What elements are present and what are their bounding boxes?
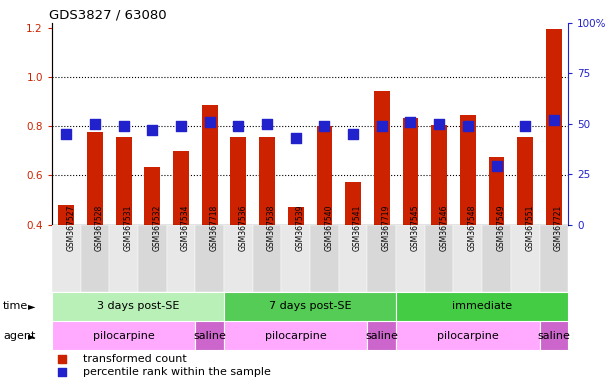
Bar xyxy=(109,225,138,292)
Bar xyxy=(396,292,568,321)
Text: GSM367527: GSM367527 xyxy=(66,205,75,251)
Text: percentile rank within the sample: percentile rank within the sample xyxy=(83,367,271,377)
Bar xyxy=(52,321,196,350)
Bar xyxy=(338,225,367,292)
Bar xyxy=(310,225,338,292)
Point xyxy=(521,123,530,129)
Text: GSM367549: GSM367549 xyxy=(497,205,505,251)
Bar xyxy=(224,225,253,292)
Point xyxy=(320,123,329,129)
Bar xyxy=(52,292,224,321)
Point xyxy=(119,123,128,129)
Text: GSM367528: GSM367528 xyxy=(95,205,104,251)
Point xyxy=(90,121,100,127)
Bar xyxy=(196,321,224,350)
Text: GSM367540: GSM367540 xyxy=(324,205,334,251)
Bar xyxy=(87,132,103,225)
Text: GDS3827 / 63080: GDS3827 / 63080 xyxy=(49,9,167,22)
Bar xyxy=(259,137,275,225)
Point xyxy=(176,123,186,129)
Bar xyxy=(546,29,562,225)
Bar xyxy=(518,137,533,225)
Text: GSM367539: GSM367539 xyxy=(296,205,305,251)
Text: agent: agent xyxy=(3,331,35,341)
Bar xyxy=(52,225,81,292)
Text: GSM367534: GSM367534 xyxy=(181,205,190,251)
Bar xyxy=(81,225,109,292)
Point xyxy=(406,119,415,125)
Bar xyxy=(173,151,189,225)
Text: GSM367532: GSM367532 xyxy=(152,205,161,251)
Text: immediate: immediate xyxy=(452,301,512,311)
Point xyxy=(147,127,157,133)
Bar xyxy=(540,225,568,292)
Text: pilocarpine: pilocarpine xyxy=(437,331,499,341)
Bar xyxy=(144,167,160,225)
Point xyxy=(233,123,243,129)
Bar xyxy=(138,225,167,292)
Text: 3 days post-SE: 3 days post-SE xyxy=(97,301,179,311)
Point xyxy=(549,117,559,123)
Bar xyxy=(425,225,453,292)
Text: saline: saline xyxy=(365,331,398,341)
Point xyxy=(57,356,67,362)
Bar xyxy=(511,225,540,292)
Bar xyxy=(345,182,361,225)
Point xyxy=(205,119,214,125)
Text: 7 days post-SE: 7 days post-SE xyxy=(269,301,351,311)
Bar xyxy=(202,105,218,225)
Text: GSM367546: GSM367546 xyxy=(439,205,448,251)
Text: saline: saline xyxy=(193,331,226,341)
Bar xyxy=(396,321,540,350)
Bar xyxy=(367,321,396,350)
Bar xyxy=(403,118,419,225)
Bar xyxy=(224,292,396,321)
Point xyxy=(377,123,387,129)
Text: GSM367721: GSM367721 xyxy=(554,205,563,251)
Bar xyxy=(288,207,304,225)
Bar xyxy=(482,225,511,292)
Bar xyxy=(396,225,425,292)
Bar xyxy=(489,157,505,225)
Text: GSM367719: GSM367719 xyxy=(382,205,391,251)
Bar xyxy=(253,225,282,292)
Text: pilocarpine: pilocarpine xyxy=(265,331,327,341)
Point xyxy=(61,131,71,137)
Text: GSM367531: GSM367531 xyxy=(123,205,133,251)
Bar xyxy=(224,321,367,350)
Point xyxy=(57,369,67,376)
Bar xyxy=(196,225,224,292)
Bar xyxy=(367,225,396,292)
Text: GSM367718: GSM367718 xyxy=(210,205,219,251)
Bar xyxy=(230,137,246,225)
Text: saline: saline xyxy=(538,331,570,341)
Point xyxy=(291,135,301,141)
Text: time: time xyxy=(3,301,28,311)
Text: GSM367538: GSM367538 xyxy=(267,205,276,251)
Bar xyxy=(316,126,332,225)
Bar xyxy=(167,225,196,292)
Bar xyxy=(115,137,131,225)
Bar xyxy=(460,115,476,225)
Point xyxy=(434,121,444,127)
Point xyxy=(262,121,272,127)
Text: GSM367536: GSM367536 xyxy=(238,205,247,251)
Bar xyxy=(282,225,310,292)
Text: GSM367548: GSM367548 xyxy=(468,205,477,251)
Bar xyxy=(453,225,482,292)
Text: ►: ► xyxy=(28,301,35,311)
Text: GSM367545: GSM367545 xyxy=(411,205,420,251)
Point xyxy=(348,131,358,137)
Point xyxy=(492,163,502,169)
Bar xyxy=(431,125,447,225)
Text: transformed count: transformed count xyxy=(83,354,187,364)
Bar xyxy=(540,321,568,350)
Point xyxy=(463,123,473,129)
Text: GSM367541: GSM367541 xyxy=(353,205,362,251)
Bar xyxy=(59,205,74,225)
Bar xyxy=(374,91,390,225)
Text: ►: ► xyxy=(28,331,35,341)
Text: pilocarpine: pilocarpine xyxy=(93,331,155,341)
Text: GSM367551: GSM367551 xyxy=(525,205,534,251)
